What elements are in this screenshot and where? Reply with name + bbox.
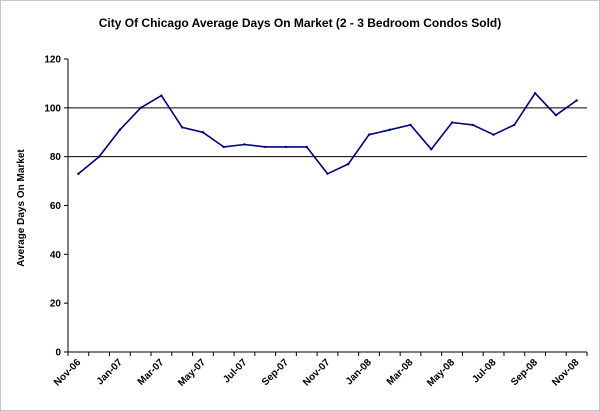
data-point xyxy=(305,145,308,149)
data-point xyxy=(575,99,578,102)
y-tick-labels: 0 20 40 60 80 100 120 xyxy=(44,55,61,359)
y-tick-label: 40 xyxy=(50,250,62,261)
data-point xyxy=(450,121,454,124)
data-point xyxy=(77,172,80,175)
data-point xyxy=(471,123,475,127)
x-tick-label: Jan-07 xyxy=(95,357,125,387)
data-point xyxy=(201,131,205,134)
chart-title: City Of Chicago Average Days On Market (… xyxy=(99,16,502,30)
data-point xyxy=(492,133,495,136)
x-tick-label: Sep-07 xyxy=(260,357,291,388)
data-point xyxy=(430,148,433,151)
data-point xyxy=(367,133,371,136)
x-tick-label: Jan-08 xyxy=(344,357,374,387)
x-tick-label: Mar-08 xyxy=(385,357,416,388)
series-line xyxy=(77,92,578,175)
x-tick-label: May-08 xyxy=(425,357,457,389)
data-point xyxy=(97,155,101,158)
data-point xyxy=(554,113,558,117)
x-tick-label: Mar-07 xyxy=(136,357,167,388)
data-point xyxy=(388,128,391,132)
y-tick-label: 20 xyxy=(50,299,62,310)
x-tick-label: Sep-08 xyxy=(509,357,540,388)
data-point xyxy=(284,145,288,149)
data-point xyxy=(243,143,246,146)
y-tick-label: 120 xyxy=(44,55,61,66)
x-tick-label: Jul-07 xyxy=(221,357,250,386)
x-tick-label: Nov-08 xyxy=(550,357,582,389)
y-tick-label: 0 xyxy=(55,348,61,359)
data-point xyxy=(180,126,184,129)
x-tick-label: May-07 xyxy=(176,357,208,389)
x-tick-labels: Nov-06 Jan-07 Mar-07 May-07 Jul-07 Sep-07 Nov-… xyxy=(52,357,582,389)
gridlines xyxy=(68,107,587,158)
axes xyxy=(64,58,588,356)
data-point xyxy=(222,145,225,149)
x-tick-label: Nov-06 xyxy=(52,357,84,389)
data-point xyxy=(118,128,122,132)
data-point xyxy=(264,145,267,149)
data-point xyxy=(347,162,350,166)
y-axis-label: Average Days On Market xyxy=(16,149,27,267)
y-tick-label: 80 xyxy=(50,152,62,163)
data-point xyxy=(409,123,412,127)
x-tick-label: Nov-07 xyxy=(301,357,333,389)
data-point xyxy=(513,123,516,127)
y-tick-label: 100 xyxy=(44,103,61,114)
series-layer xyxy=(77,91,578,175)
data-point xyxy=(139,106,142,110)
data-point xyxy=(533,91,537,95)
x-tick-label: Jul-08 xyxy=(470,357,499,386)
data-point xyxy=(160,94,163,97)
data-point xyxy=(326,172,329,175)
y-tick-label: 60 xyxy=(50,201,62,212)
